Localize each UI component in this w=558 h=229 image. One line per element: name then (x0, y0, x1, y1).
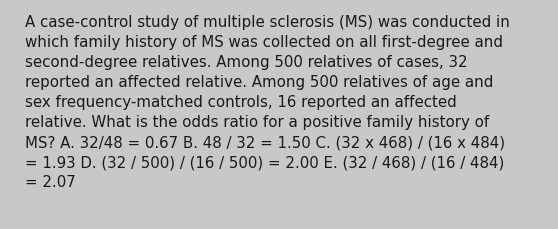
Text: A case-control study of multiple sclerosis (MS) was conducted in
which family hi: A case-control study of multiple scleros… (25, 15, 510, 189)
